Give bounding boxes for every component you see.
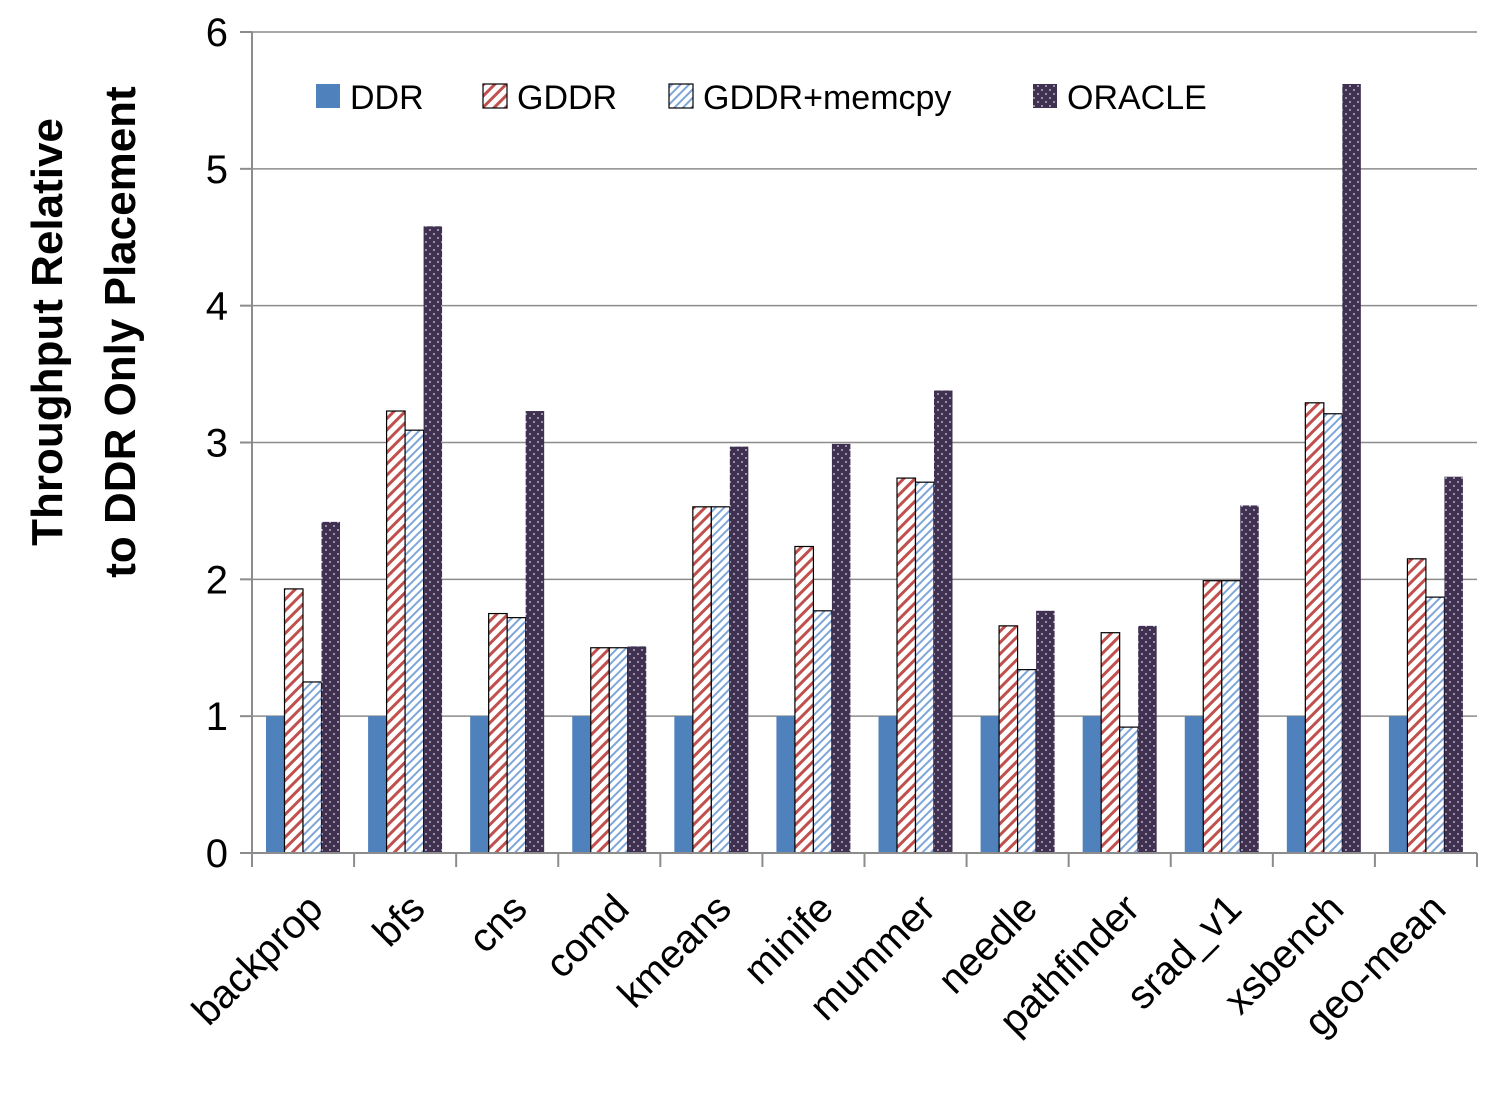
gridlines	[252, 31, 1477, 717]
bar-ddr-srad-v1	[1184, 716, 1204, 853]
bar-gddr-memcpy-needle	[1016, 669, 1037, 854]
y-tick-label: 5	[206, 148, 228, 192]
x-category-label: bfs	[365, 886, 434, 955]
x-category-labels: backprop bfs cns comdkmeansminifemummerneed…	[184, 886, 1454, 1044]
bar-gddr-memcpy-cns	[506, 617, 527, 854]
bar-oracle-srad-v1	[1240, 505, 1259, 853]
bar-gddr-memcpy-pathfinder	[1119, 726, 1139, 854]
bar-gddr-memcpy-srad-v1	[1221, 580, 1241, 854]
y-tick-label: 6	[206, 11, 228, 55]
bar-ddr-kmeans	[674, 716, 693, 853]
bar-oracle-pathfinder	[1138, 625, 1157, 853]
y-axis-title-line-2: to DDR Only Placement	[96, 86, 145, 578]
legend-label-gddr-memcpy: GDDR+memcpy	[703, 79, 951, 117]
bar-gddr-memcpy-kmeans	[710, 506, 731, 854]
y-axis-title: Throughput Relative to DDR Only Placemen…	[23, 86, 145, 578]
bar-oracle-minife	[831, 443, 851, 853]
legend-swatch-oracle	[1033, 84, 1057, 108]
bar-oracle-bfs	[423, 226, 443, 853]
bar-oracle-backprop	[321, 521, 340, 853]
bar-oracle-comd	[627, 646, 647, 853]
legend-label-gddr: GDDR	[517, 79, 617, 117]
y-axis-title-line-1: Throughput Relative	[23, 118, 72, 546]
bar-ddr-pathfinder	[1082, 716, 1102, 853]
legend-label-oracle: ORACLE	[1067, 79, 1207, 117]
bar-oracle-xsbench	[1342, 83, 1361, 854]
y-tick-label: 0	[206, 832, 228, 876]
bar-ddr-cns	[470, 716, 489, 853]
axes	[240, 31, 1478, 867]
bar-gddr-memcpy-xsbench	[1323, 413, 1343, 854]
y-tick-label: 4	[206, 285, 228, 329]
x-category-label: kmeans	[610, 886, 740, 1016]
bar-ddr-mummer	[878, 716, 897, 853]
bar-gddr-memcpy-mummer	[914, 481, 935, 854]
bar-gddr-backprop	[283, 588, 304, 854]
bar-gddr-bfs	[385, 410, 406, 854]
bar-gddr-srad-v1	[1202, 580, 1223, 854]
bar-gddr-memcpy-minife	[812, 610, 833, 854]
legend-swatch-gddr	[482, 83, 508, 109]
bar-ddr-backprop	[266, 716, 285, 853]
bar-gddr-mummer	[896, 477, 917, 854]
bar-gddr-memcpy-comd	[608, 647, 629, 854]
x-category-label: cns	[460, 886, 535, 961]
bar-oracle-cns	[525, 411, 545, 853]
bar-gddr-geo-mean	[1406, 558, 1427, 854]
bar-gddr-cns	[488, 612, 508, 854]
bar-oracle-needle	[1036, 610, 1055, 853]
bar-gddr-kmeans	[692, 506, 712, 854]
y-tick-label: 2	[206, 558, 228, 602]
bar-ddr-xsbench	[1286, 716, 1306, 853]
bar-gddr-memcpy-bfs	[404, 429, 425, 854]
bar-ddr-comd	[572, 716, 591, 853]
bar-gddr-memcpy-backprop	[302, 681, 323, 854]
legend-swatch-ddr	[316, 84, 340, 108]
x-category-label: backprop	[184, 886, 331, 1033]
bar-ddr-geo-mean	[1388, 716, 1408, 853]
bar-oracle-mummer	[934, 390, 953, 853]
bar-ddr-bfs	[368, 716, 387, 853]
y-tick-labels: 0 1 2 3 4 5 6	[206, 11, 228, 876]
bar-gddr-xsbench	[1304, 402, 1325, 854]
legend: DDR GDDR GDDR+memcpy ORACLE	[316, 79, 1207, 117]
legend-swatch-gddr-memcpy	[668, 83, 694, 109]
bar-ddr-needle	[980, 716, 1000, 853]
bar-gddr-memcpy-geo-mean	[1425, 596, 1446, 854]
bar-oracle-geo-mean	[1444, 476, 1463, 853]
bar-gddr-pathfinder	[1100, 632, 1121, 854]
bar-gddr-comd	[590, 647, 610, 854]
legend-label-ddr: DDR	[350, 79, 424, 117]
bar-oracle-kmeans	[729, 446, 749, 853]
y-tick-label: 1	[206, 695, 228, 739]
bar-ddr-minife	[776, 716, 795, 853]
bar-gddr-minife	[794, 545, 815, 854]
bar-gddr-needle	[998, 625, 1019, 854]
y-tick-label: 3	[206, 422, 228, 466]
bars	[266, 83, 1463, 854]
